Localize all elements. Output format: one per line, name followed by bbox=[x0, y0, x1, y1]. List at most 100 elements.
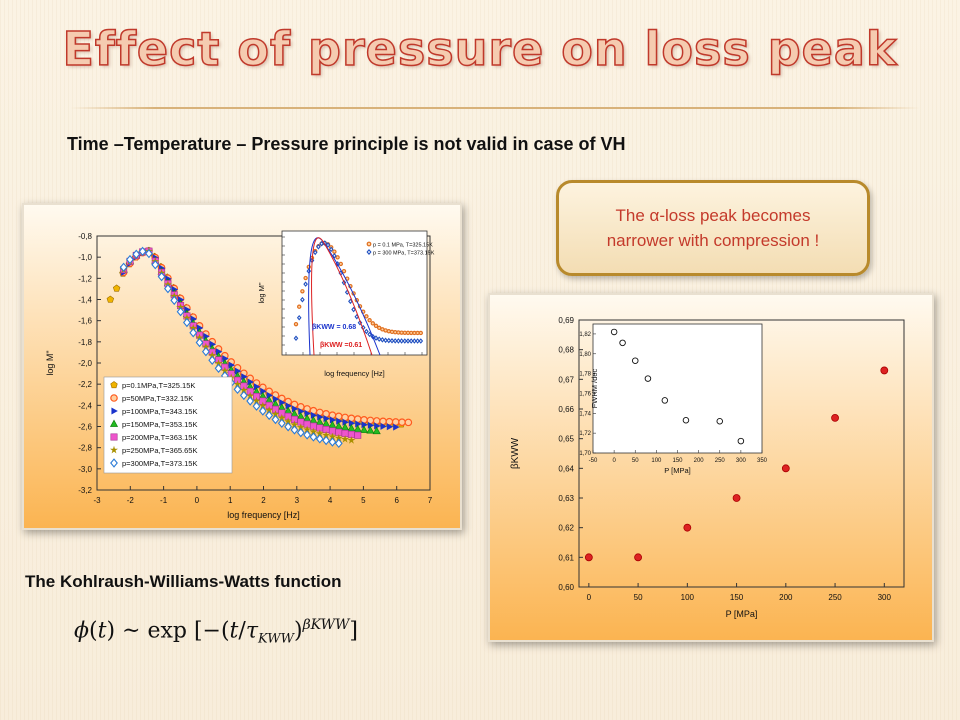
data-point bbox=[355, 420, 362, 428]
data-point bbox=[233, 380, 242, 388]
inset-legend-entry: p = 0.1 MPa, T=325.15K bbox=[373, 243, 433, 249]
inset-point bbox=[383, 337, 388, 344]
inset-point bbox=[418, 338, 424, 344]
y-tick-label: 0,69 bbox=[558, 316, 574, 325]
data-point bbox=[315, 434, 324, 444]
data-point bbox=[360, 425, 369, 433]
y-tick-label: 0,67 bbox=[558, 375, 574, 384]
data-point bbox=[214, 363, 223, 374]
x-tick-label: 0 bbox=[195, 496, 200, 505]
legend-entry: p=0.1MPa,T=325.15K bbox=[122, 381, 195, 390]
data-point bbox=[151, 260, 160, 270]
callout-box: The α-loss peak becomes narrower with co… bbox=[556, 180, 870, 276]
inset-x-tick-label: 350 bbox=[757, 458, 768, 464]
legend-marker bbox=[111, 407, 118, 415]
inset-point bbox=[373, 323, 379, 329]
inset-x-tick-label: 150 bbox=[672, 458, 683, 464]
data-point bbox=[404, 418, 413, 427]
x-tick-label: 50 bbox=[634, 593, 643, 602]
data-point bbox=[271, 414, 280, 425]
inset-point bbox=[297, 304, 302, 309]
data-point bbox=[341, 435, 349, 443]
data-point bbox=[195, 333, 204, 342]
data-point bbox=[253, 383, 261, 391]
inset-point bbox=[402, 338, 408, 344]
legend-box bbox=[103, 376, 233, 474]
beta-annotation-blue: βKWW = 0.68 bbox=[312, 324, 356, 331]
y-tick-label: -1,8 bbox=[78, 338, 92, 347]
data-point bbox=[285, 402, 292, 410]
data-point bbox=[322, 431, 331, 439]
data-point bbox=[277, 418, 286, 428]
data-point bbox=[347, 436, 356, 444]
y-tick-label: -3,2 bbox=[78, 486, 92, 495]
inset-point bbox=[367, 331, 372, 338]
x-tick-label: -3 bbox=[93, 496, 101, 505]
data-point bbox=[315, 429, 324, 437]
inset-point bbox=[376, 336, 382, 342]
data-point bbox=[334, 433, 343, 442]
inset-point bbox=[312, 249, 318, 256]
inset-chart: log frequency [Hz] log M" p = 0.1 MPa, T=3… bbox=[257, 230, 435, 378]
legend-entry: p=200MPa,T=363.15K bbox=[122, 433, 197, 442]
data-point bbox=[126, 254, 134, 265]
data-point bbox=[296, 427, 305, 438]
data-point bbox=[208, 355, 217, 365]
inset-y-tick-label: 1,72 bbox=[579, 431, 591, 437]
data-point bbox=[132, 249, 141, 259]
inset-data-point bbox=[644, 375, 652, 382]
data-point bbox=[634, 553, 642, 562]
data-point bbox=[323, 415, 330, 423]
data-point bbox=[367, 421, 375, 429]
data-point bbox=[279, 399, 286, 407]
inset-y-axis-label: FWHM /dec bbox=[590, 368, 599, 408]
data-point bbox=[348, 419, 356, 427]
callout-line-1: The α-loss peak becomes bbox=[615, 205, 811, 225]
inset-point bbox=[300, 289, 305, 294]
legend-entry: p=300MPa,T=373.15K bbox=[122, 459, 197, 468]
data-point bbox=[252, 396, 261, 405]
data-point bbox=[336, 417, 343, 425]
data-point bbox=[228, 361, 236, 369]
inset-point bbox=[392, 338, 398, 344]
inset-data-point bbox=[610, 328, 618, 336]
data-point bbox=[246, 391, 255, 400]
y-tick-label: 0,64 bbox=[558, 464, 574, 473]
inset-y-tick-label: 1,74 bbox=[579, 411, 591, 417]
data-point bbox=[215, 348, 223, 356]
y-tick-label: -2,6 bbox=[78, 423, 92, 432]
inset-point bbox=[300, 296, 305, 303]
inset-point bbox=[351, 306, 356, 313]
inset-point bbox=[408, 338, 414, 344]
x-tick-label: 300 bbox=[878, 593, 892, 602]
legend-marker bbox=[110, 433, 118, 441]
beta-pressure-chart-frame: 0 50 100 150 200 250 300 0,60 0,61 0,62 0,63 0,64 0,… bbox=[488, 293, 934, 642]
data-point bbox=[366, 426, 375, 434]
data-point bbox=[291, 405, 299, 413]
data-point bbox=[176, 303, 185, 311]
data-point bbox=[157, 271, 166, 282]
data-point bbox=[831, 414, 839, 422]
data-point bbox=[329, 416, 337, 424]
data-point bbox=[334, 438, 343, 449]
legend-entry: p=250MPa,T=365.65K bbox=[122, 446, 197, 455]
data-point bbox=[112, 284, 121, 292]
inset-point bbox=[319, 240, 324, 247]
kww-formula: ϕ(t) ~ exp [−(t/τKWW)βKWW] bbox=[74, 617, 358, 647]
data-point bbox=[164, 283, 172, 294]
data-point bbox=[328, 432, 337, 441]
data-point bbox=[208, 351, 217, 359]
data-point bbox=[277, 413, 286, 422]
data-point bbox=[361, 421, 368, 429]
data-point bbox=[296, 423, 305, 431]
data-point bbox=[195, 337, 204, 348]
inset-series-1 bbox=[293, 240, 424, 344]
inset-y-tick-label: 1,82 bbox=[579, 332, 591, 338]
data-point bbox=[258, 401, 267, 410]
inset-data-point bbox=[619, 339, 626, 347]
inset-y-tick-label: 1,76 bbox=[579, 391, 591, 397]
y-tick-label: 0,68 bbox=[558, 346, 574, 355]
y-tick-label: 0,60 bbox=[558, 583, 574, 592]
loss-peak-chart: -3 -2 -1 0 1 2 3 4 5 6 7 -0,8 -1,0 -1,2 -1,4 -1,6 -1,8 -2… bbox=[24, 205, 460, 528]
y-tick-label: 0,66 bbox=[558, 405, 574, 414]
